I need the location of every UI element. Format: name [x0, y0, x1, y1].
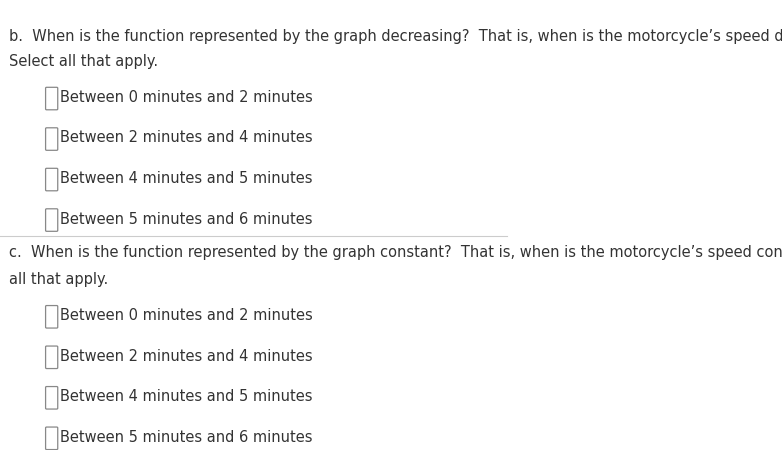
- FancyBboxPatch shape: [45, 209, 58, 231]
- Text: c.  When is the function represented by the graph constant?  That is, when is th: c. When is the function represented by t…: [9, 245, 782, 260]
- FancyBboxPatch shape: [45, 346, 58, 369]
- FancyBboxPatch shape: [45, 387, 58, 409]
- Text: Select all that apply.: Select all that apply.: [9, 54, 158, 69]
- FancyBboxPatch shape: [45, 128, 58, 150]
- Text: b.  When is the function represented by the graph decreasing?  That is, when is : b. When is the function represented by t…: [9, 29, 782, 44]
- FancyBboxPatch shape: [45, 87, 58, 110]
- Text: all that apply.: all that apply.: [9, 272, 109, 287]
- Text: Between 2 minutes and 4 minutes: Between 2 minutes and 4 minutes: [60, 349, 313, 364]
- Text: Between 2 minutes and 4 minutes: Between 2 minutes and 4 minutes: [60, 130, 313, 145]
- FancyBboxPatch shape: [45, 306, 58, 328]
- Text: Between 5 minutes and 6 minutes: Between 5 minutes and 6 minutes: [60, 430, 313, 445]
- FancyBboxPatch shape: [45, 168, 58, 191]
- FancyBboxPatch shape: [45, 427, 58, 450]
- Text: Between 5 minutes and 6 minutes: Between 5 minutes and 6 minutes: [60, 212, 313, 226]
- Text: Between 4 minutes and 5 minutes: Between 4 minutes and 5 minutes: [60, 389, 313, 404]
- Text: Between 0 minutes and 2 minutes: Between 0 minutes and 2 minutes: [60, 308, 313, 323]
- Text: Between 0 minutes and 2 minutes: Between 0 minutes and 2 minutes: [60, 90, 313, 105]
- Text: Between 4 minutes and 5 minutes: Between 4 minutes and 5 minutes: [60, 171, 313, 186]
